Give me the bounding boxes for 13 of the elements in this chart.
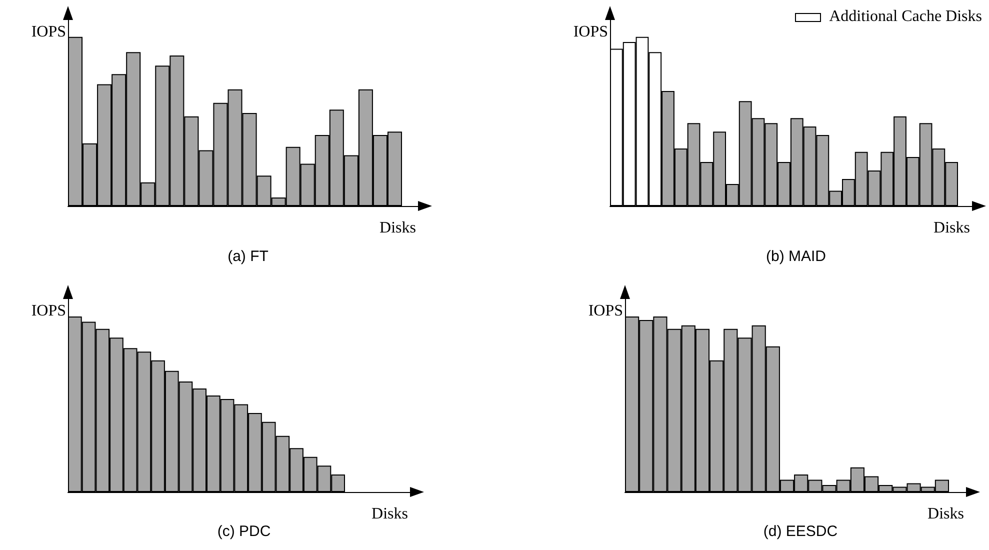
x-axis-title: Disks	[380, 220, 416, 236]
text: (a) FT	[228, 248, 268, 265]
text: (d) EESDC	[763, 523, 838, 540]
x-axis-title: Disks	[372, 506, 408, 522]
text: (c) PDC	[217, 523, 271, 540]
y-axis-title: IOPS	[588, 302, 623, 320]
x-axis-title: Disks	[928, 506, 964, 522]
y-axis-title: IOPS	[573, 24, 608, 40]
x-axis-title: Disks	[934, 220, 970, 236]
y-axis-title: IOPS	[31, 302, 66, 320]
text: (b) MAID	[766, 248, 826, 265]
y-axis-title: IOPS	[31, 24, 66, 40]
text: Additional Cache Disks	[829, 8, 982, 26]
